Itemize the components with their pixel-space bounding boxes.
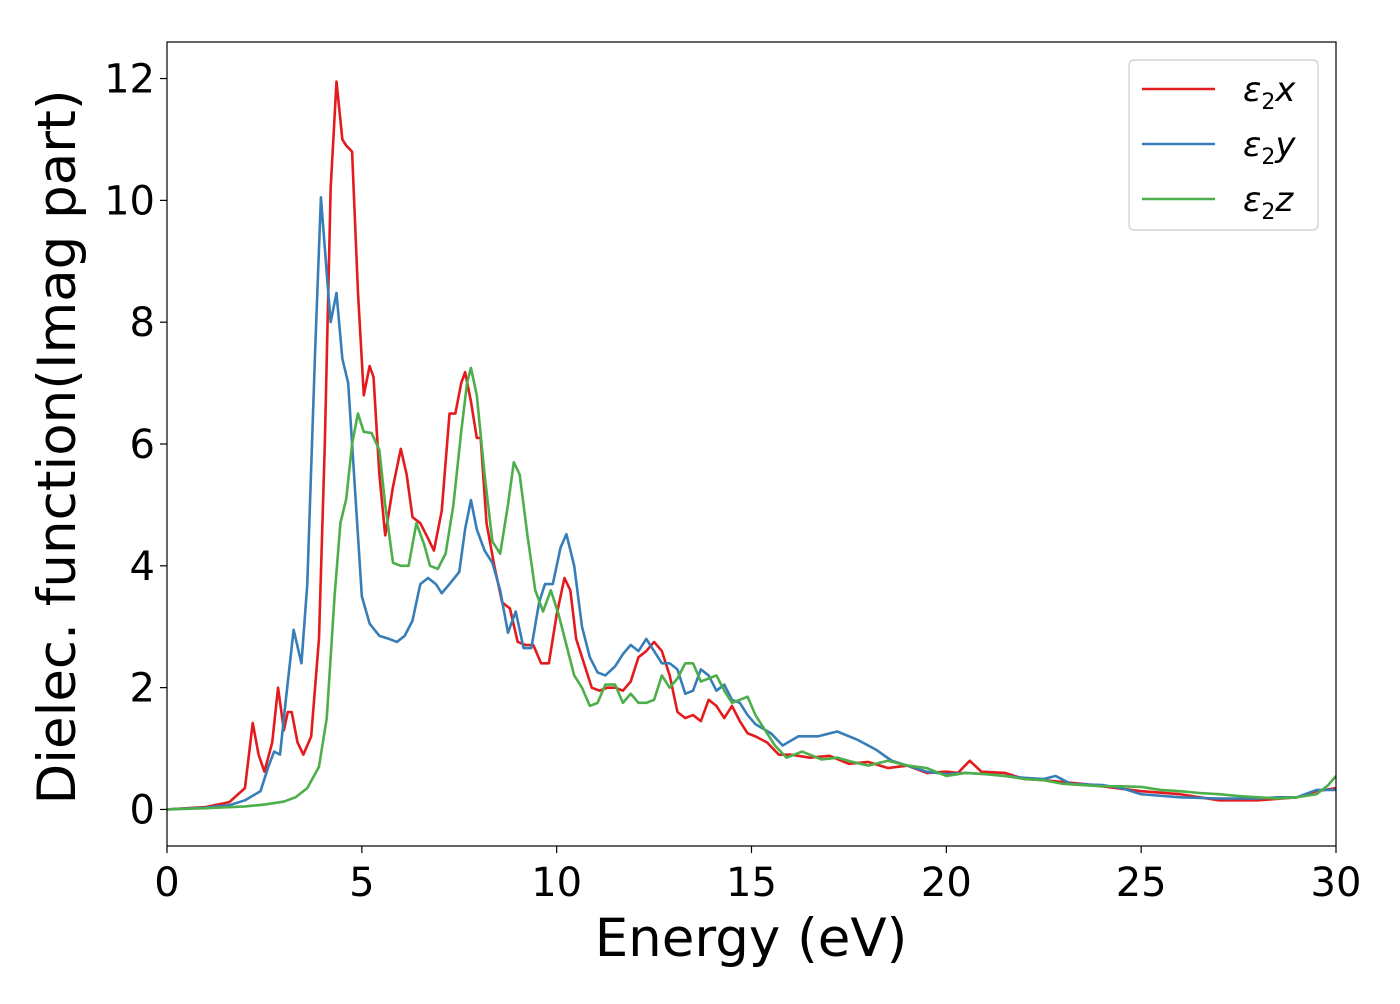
x-tick-label: 20 [921,860,972,906]
x-tick-label: 5 [349,860,374,906]
legend-label-y: ε2y [1243,125,1296,170]
x-tick-label: 15 [726,860,777,906]
x-tick-label: 25 [1116,860,1167,906]
y-tick-label: 4 [130,544,155,590]
x-tick-label: 0 [154,860,179,906]
y-tick-label: 10 [104,178,155,224]
x-tick-label: 30 [1311,860,1362,906]
x-axis-label: Energy (eV) [595,908,908,969]
y-tick-label: 12 [104,57,155,103]
y-tick-label: 0 [130,787,155,833]
series-line-z [167,366,1336,811]
x-axis-ticks: 0 5 10 15 20 25 30 [154,846,1361,906]
y-axis-ticks: 0 2 4 6 8 10 12 [104,57,167,833]
x-tick-label: 10 [531,860,582,906]
y-tick-label: 6 [130,422,155,468]
y-tick-label: 2 [130,666,155,712]
legend-label-z: ε2z [1243,180,1294,225]
legend-box [1128,59,1319,231]
legend: ε2x ε2y ε2z [1128,59,1319,231]
series-line-y [167,196,1336,811]
y-tick-label: 8 [130,300,155,346]
legend-label-x: ε2x [1243,70,1296,115]
y-axis-label: Dielec. function(Imag part) [27,89,88,804]
